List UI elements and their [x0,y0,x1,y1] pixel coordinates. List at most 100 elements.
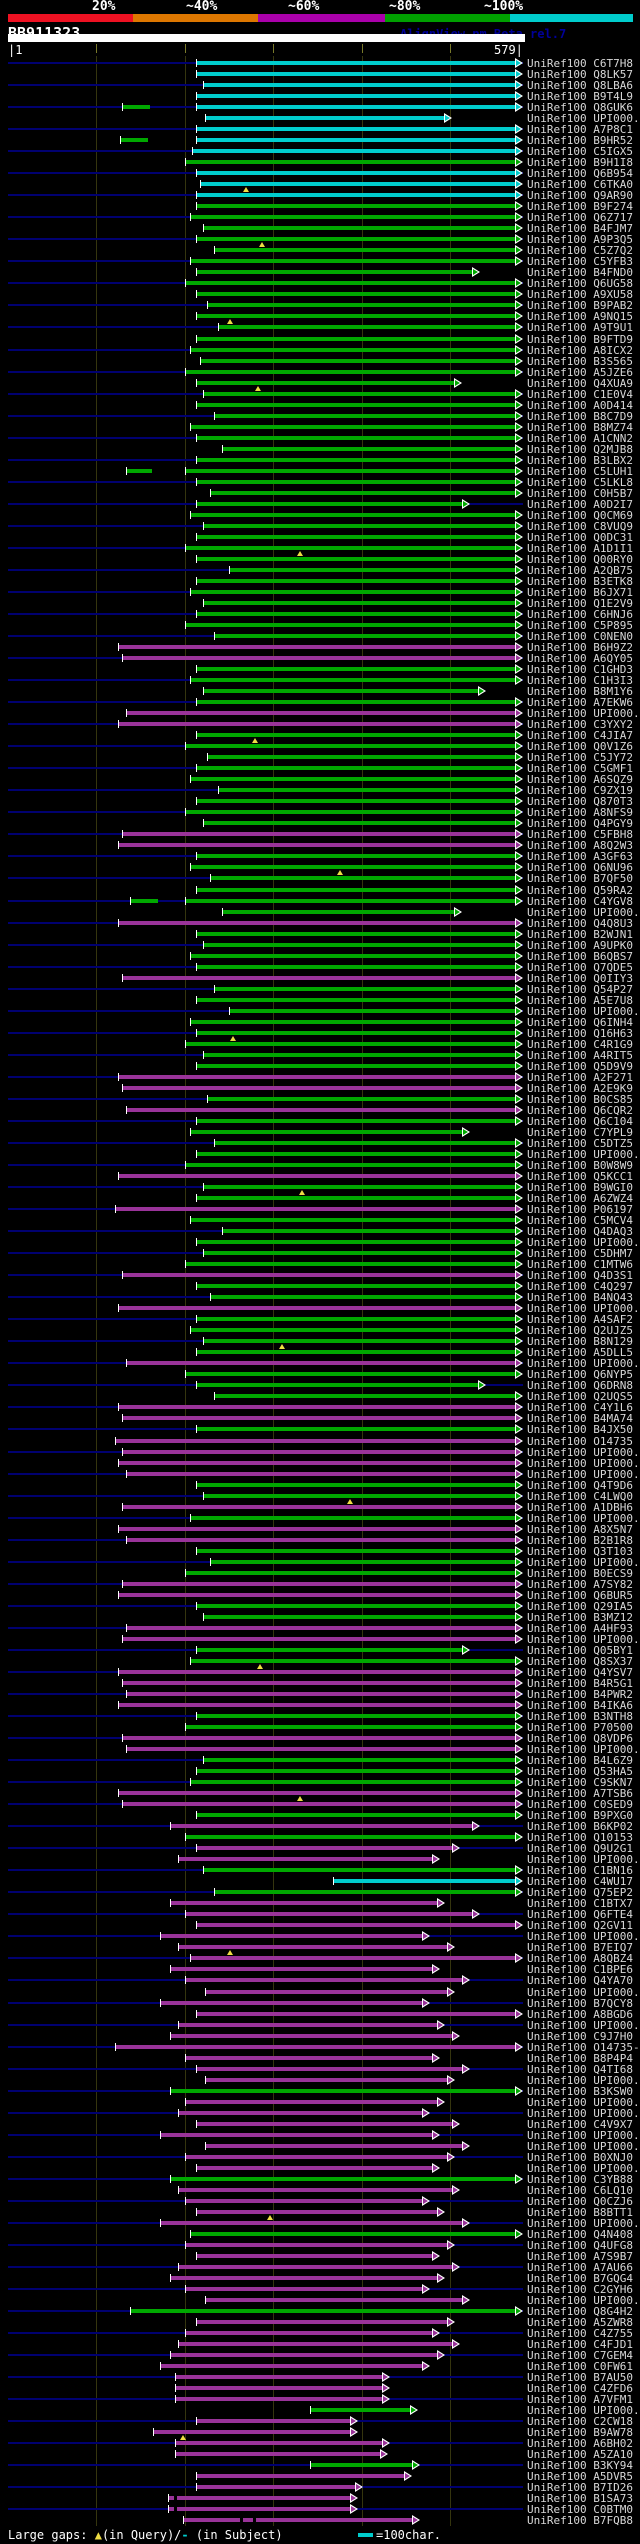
hit-label[interactable]: UniRef100_C6LQ10 [527,2184,633,2196]
hit-label[interactable]: UniRef100_C2GYH6 [527,2284,633,2296]
hit-label[interactable]: UniRef100_B4NQ43 [527,1292,633,1304]
hit-label[interactable]: UniRef100_Q05BY1 [527,1644,633,1656]
hit-label[interactable]: UniRef100_UPI000.. [527,1468,640,1480]
hit-label[interactable]: UniRef100_C5DHM7 [527,1248,633,1260]
hit-label[interactable]: UniRef100_Q4T9D6 [527,1479,633,1491]
hit-label[interactable]: UniRef100_C4Z755 [527,2328,633,2340]
hit-label[interactable]: UniRef100_Q6NU96 [527,862,633,874]
hit-label[interactable]: UniRef100_B8MZ74 [527,421,633,433]
hit-label[interactable]: UniRef100_A9P3Q5 [527,234,633,246]
hit-label[interactable]: UniRef100_Q6B954 [527,168,633,180]
hit-label[interactable]: UniRef100_A4HF93 [527,1622,633,1634]
hit-label[interactable]: UniRef100_Q9U2G1 [527,1843,633,1855]
hit-label[interactable]: UniRef100_Q4PGY9 [527,818,633,830]
hit-label[interactable]: UniRef100_Q2UQS5 [527,1391,633,1403]
hit-label[interactable]: UniRef100_UPI000.. [527,2217,640,2229]
hit-label[interactable]: UniRef100_A7SY82 [527,1578,633,1590]
hit-label[interactable]: UniRef100_C4LWQ0 [527,1490,633,1502]
hit-label[interactable]: UniRef100_Q870T3 [527,796,633,808]
hit-label[interactable]: UniRef100_A2F271 [527,1071,633,1083]
hit-label[interactable]: UniRef100_B3KSW0 [527,2085,633,2097]
hit-label[interactable]: UniRef100_C6T7H8 [527,58,633,69]
hit-label[interactable]: UniRef100_A6ZWZ4 [527,1193,633,1205]
hit-label[interactable]: UniRef100_Q2MJB8 [527,443,633,455]
hit-label[interactable]: UniRef100_Q6DRN8 [527,1380,633,1392]
hit-label[interactable]: UniRef100_C5YFB3 [527,256,633,268]
hit-label[interactable]: UniRef100_C5FBH8 [527,829,633,841]
hit-label[interactable]: UniRef100_B9PXG0 [527,1810,633,1822]
hit-label[interactable]: UniRef100_B4IKA6 [527,1699,633,1711]
hit-label[interactable]: UniRef100_UPI000.. [527,1148,640,1160]
hit-label[interactable]: UniRef100_Q00RY0 [527,553,633,565]
hit-label[interactable]: UniRef100_B6QBS7 [527,950,633,962]
hit-label[interactable]: UniRef100_C3YXY2 [527,719,633,731]
hit-label[interactable]: UniRef100_Q4UFG8 [527,2239,633,2251]
hit-label[interactable]: UniRef100_Q6UG58 [527,278,633,290]
hit-label[interactable]: UniRef100_Q8SX37 [527,1655,633,1667]
hit-label[interactable]: UniRef100_B7EIQ7 [527,1942,633,1954]
hit-label[interactable]: UniRef100_B8M1Y6 [527,686,633,698]
hit-label[interactable]: UniRef100_B0W8W9 [527,1160,633,1171]
hit-label[interactable]: UniRef100_Q4TI68 [527,2063,633,2075]
hit-label[interactable]: UniRef100_O14735 [527,1435,633,1447]
hit-label[interactable]: UniRef100_B6KP02 [527,1821,633,1833]
hit-label[interactable]: UniRef100_C8VUQ9 [527,520,633,532]
hit-label[interactable]: UniRef100_B9H1I8 [527,157,633,169]
hit-label[interactable]: UniRef100_Q16H63 [527,1027,633,1039]
hit-label[interactable]: UniRef100_A1DBH6 [527,1501,633,1513]
hit-label[interactable]: UniRef100_A7AU66 [527,2262,633,2273]
hit-label[interactable]: UniRef100_A0D2I7 [527,498,633,510]
hit-label[interactable]: UniRef100_A9UPK0 [527,939,633,951]
hit-label[interactable]: UniRef100_B8N129 [527,1336,633,1348]
hit-label[interactable]: UniRef100_C1GHD3 [527,664,633,676]
hit-label[interactable]: UniRef100_UPI000.. [527,1512,640,1524]
hit-label[interactable]: UniRef100_Q4YA70 [527,1975,633,1987]
hit-label[interactable]: UniRef100_B9T4L9 [527,91,633,103]
hit-label[interactable]: UniRef100_B4JX50 [527,1424,633,1436]
hit-label[interactable]: UniRef100_A4SAF2 [527,1314,633,1326]
hit-label[interactable]: UniRef100_A8NFS9 [527,807,633,819]
hit-label[interactable]: UniRef100_C5Z7Q2 [527,245,633,257]
hit-label[interactable]: UniRef100_C4V9X7 [527,2118,633,2130]
hit-label[interactable]: UniRef100_B8P4P4 [527,2052,633,2064]
hit-label[interactable]: UniRef100_A8BGD6 [527,2008,633,2020]
hit-label[interactable]: UniRef100_UPI000.. [527,1303,640,1315]
hit-label[interactable]: UniRef100_UPI000.. [527,2107,640,2119]
hit-label[interactable]: UniRef100_C1MTW6 [527,1259,633,1271]
hit-label[interactable]: UniRef100_A5DLL5 [527,1347,633,1359]
hit-label[interactable]: UniRef100_UPI000.. [527,2096,640,2108]
hit-label[interactable]: UniRef100_Q1E2V9 [527,597,633,609]
hit-label[interactable]: UniRef100_C9SKN7 [527,1777,633,1789]
hit-label[interactable]: UniRef100_C4FJD1 [527,2339,633,2351]
hit-label[interactable]: UniRef100_B9WGI0 [527,1182,633,1194]
hit-label[interactable]: UniRef100_A7TSB6 [527,1788,633,1800]
hit-label[interactable]: UniRef100_C5JY72 [527,752,633,764]
hit-label[interactable]: UniRef100_Q10153 [527,1832,633,1844]
hit-label[interactable]: UniRef100_Q6NYP5 [527,1369,633,1381]
hit-label[interactable]: UniRef100_C4YGV8 [527,895,633,907]
hit-label[interactable]: UniRef100_Q59RA2 [527,884,633,896]
hit-label[interactable]: UniRef100_B7FQB8 [527,2515,633,2527]
hit-label[interactable]: UniRef100_Q0CZJ6 [527,2195,633,2207]
hit-label[interactable]: UniRef100_Q9AR90 [527,190,633,202]
hit-label[interactable]: UniRef100_O14735-2 [527,2041,640,2053]
hit-label[interactable]: UniRef100_B6H9Z2 [527,642,633,654]
hit-label[interactable]: UniRef100_UPI000.. [527,2295,640,2307]
hit-label[interactable]: UniRef100_UPI000.. [527,2019,640,2031]
hit-label[interactable]: UniRef100_C1BN16 [527,1865,633,1877]
hit-label[interactable]: UniRef100_C0NEN0 [527,631,633,643]
hit-label[interactable]: UniRef100_B4PWR2 [527,1688,633,1700]
hit-label[interactable]: UniRef100_B9F274 [527,201,633,213]
hit-label[interactable]: UniRef100_C4ZFD6 [527,2383,633,2395]
hit-label[interactable]: UniRef100_B0ECS9 [527,1567,633,1579]
hit-label[interactable]: UniRef100_A5DVR5 [527,2471,633,2483]
hit-label[interactable]: UniRef100_Q6C104 [527,1115,633,1127]
hit-label[interactable]: UniRef100_A4RIT5 [527,1049,633,1061]
hit-label[interactable]: UniRef100_A5ZWR8 [527,2317,633,2329]
hit-label[interactable]: UniRef100_B3MZ12 [527,1611,633,1623]
hit-label[interactable]: UniRef100_C5LUH1 [527,465,633,477]
hit-label[interactable]: UniRef100_Q6INH4 [527,1016,633,1028]
hit-label[interactable]: UniRef100_C0SED9 [527,1799,633,1811]
hit-label[interactable]: UniRef100_B7QF50 [527,873,633,885]
hit-label[interactable]: UniRef100_C0BTM0 [527,2504,633,2516]
